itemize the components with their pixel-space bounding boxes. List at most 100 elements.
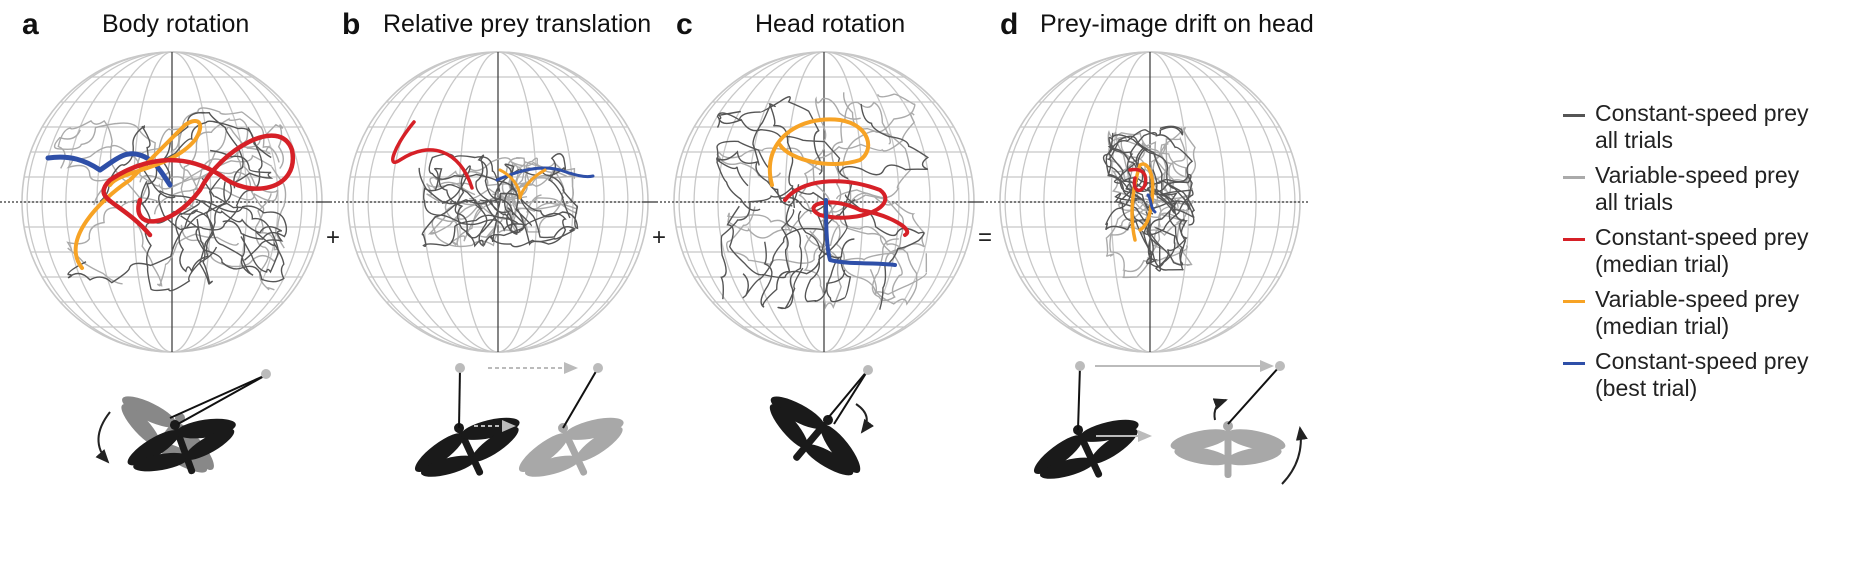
variable-speed-trial (824, 202, 928, 296)
constant-speed-trial (178, 174, 225, 274)
sphere-plot (0, 51, 330, 353)
highlighted-trial (391, 120, 474, 190)
panel-letter-c: c (676, 8, 693, 41)
panel-title-c: Head rotation (755, 10, 906, 38)
plus-operator-1: + (326, 224, 341, 251)
variable-speed-trial (846, 227, 918, 306)
highlighted-trial (1130, 162, 1155, 242)
legend-item: Constant-speed prey (median trial) (1563, 224, 1853, 286)
constant-speed-trial (489, 197, 577, 248)
constant-speed-trial (201, 177, 279, 274)
variable-speed-trial (136, 224, 239, 287)
highlighted-trial (73, 119, 203, 270)
highlighted-trial (1128, 167, 1148, 193)
constant-speed-trial (161, 111, 244, 189)
highlighted-trial (498, 168, 547, 200)
constant-speed-trial (185, 149, 274, 229)
constant-speed-trial (180, 200, 288, 240)
variable-speed-trial (180, 117, 249, 208)
constant-speed-trial (777, 184, 804, 310)
plus-operator-2: + (652, 224, 667, 251)
curved-arrow-icon (1212, 398, 1228, 421)
dragonfly-icon (1168, 421, 1288, 478)
schematic-d (1022, 360, 1308, 503)
equals-operator: = (978, 224, 993, 251)
constant-speed-trial (716, 96, 823, 175)
variable-speed-trial (812, 96, 861, 222)
variable-speed-trial (716, 147, 823, 179)
constant-speed-trial (1106, 135, 1176, 214)
constant-speed-trial (479, 174, 579, 230)
variable-speed-trial (839, 218, 903, 302)
constant-speed-trial (839, 103, 930, 176)
constant-speed-trial (726, 205, 826, 279)
constant-speed-trial (760, 208, 795, 308)
constant-speed-trial (804, 182, 853, 303)
trajectories (1102, 125, 1197, 279)
curved-arrow-icon (95, 411, 111, 464)
constant-speed-trial (139, 120, 272, 206)
schematic-a (95, 369, 271, 496)
panel-letter-a: a (22, 8, 39, 41)
constant-speed-trial (483, 206, 567, 246)
variable-speed-trial (139, 126, 271, 183)
curved-arrow-icon (1281, 426, 1308, 485)
constant-speed-trial (428, 153, 517, 193)
variable-speed-trial (57, 119, 162, 205)
constant-speed-trial (720, 187, 831, 300)
highlighted-trials (45, 117, 1157, 270)
constant-speed-trial (752, 102, 796, 208)
variable-speed-trial (1150, 143, 1192, 248)
constant-speed-trial (418, 167, 518, 235)
schematic-b (403, 362, 639, 501)
panel-title-a: Body rotation (102, 10, 250, 38)
panel-title-d: Prey-image drift on head (1040, 10, 1314, 38)
variable-speed-trial (153, 165, 279, 215)
legend-item: Constant-speed prey (best trial) (1563, 348, 1853, 410)
constant-speed-trial (1119, 183, 1176, 268)
variable-speed-trial (727, 194, 819, 239)
trajectories (418, 153, 579, 248)
highlighted-trial (101, 133, 296, 238)
variable-speed-trial (180, 193, 280, 268)
legend-swatch (1563, 238, 1585, 241)
sphere-plot (318, 51, 656, 353)
legend-label: Constant-speed prey (best trial) (1595, 348, 1809, 401)
constant-speed-trial (717, 110, 849, 180)
curved-arrow-icon (855, 403, 874, 434)
variable-speed-trial (492, 161, 568, 233)
legend-item: Variable-speed prey all trials (1563, 162, 1853, 224)
trajectories (53, 107, 288, 292)
constant-speed-trial (140, 180, 218, 292)
dragonfly-icon (507, 398, 639, 501)
constant-speed-trial (99, 124, 176, 203)
variable-speed-trial (842, 93, 916, 203)
constant-speed-trial (475, 154, 514, 243)
panel-letter-b: b (342, 8, 361, 41)
constant-speed-trial (154, 210, 254, 276)
legend-item: Variable-speed prey (median trial) (1563, 286, 1853, 348)
schematic-c (749, 365, 877, 498)
variable-speed-trial (726, 206, 841, 266)
variable-speed-trial (66, 179, 150, 285)
constant-speed-trial (1125, 182, 1194, 236)
dragonfly-icon (749, 378, 877, 498)
constant-speed-trial (180, 215, 285, 283)
legend-swatch (1563, 114, 1585, 117)
constant-speed-trial (67, 213, 181, 284)
legend-swatch (1563, 176, 1585, 179)
constant-speed-trial (1126, 132, 1194, 215)
constant-speed-trial (423, 183, 526, 232)
legend: Constant-speed prey all trials Variable-… (1563, 100, 1853, 410)
panel-letter-d: d (1000, 8, 1019, 41)
variable-speed-trial (819, 101, 891, 223)
panel-title-b: Relative prey translation (383, 10, 652, 38)
legend-swatch (1563, 300, 1585, 303)
variable-speed-trial (178, 107, 280, 190)
constant-speed-trial (196, 181, 228, 285)
variable-speed-trial (170, 154, 287, 249)
sphere-plot (970, 51, 1308, 353)
constant-speed-trial (433, 167, 488, 248)
legend-swatch (1563, 362, 1585, 365)
constant-speed-trial (1146, 189, 1188, 272)
